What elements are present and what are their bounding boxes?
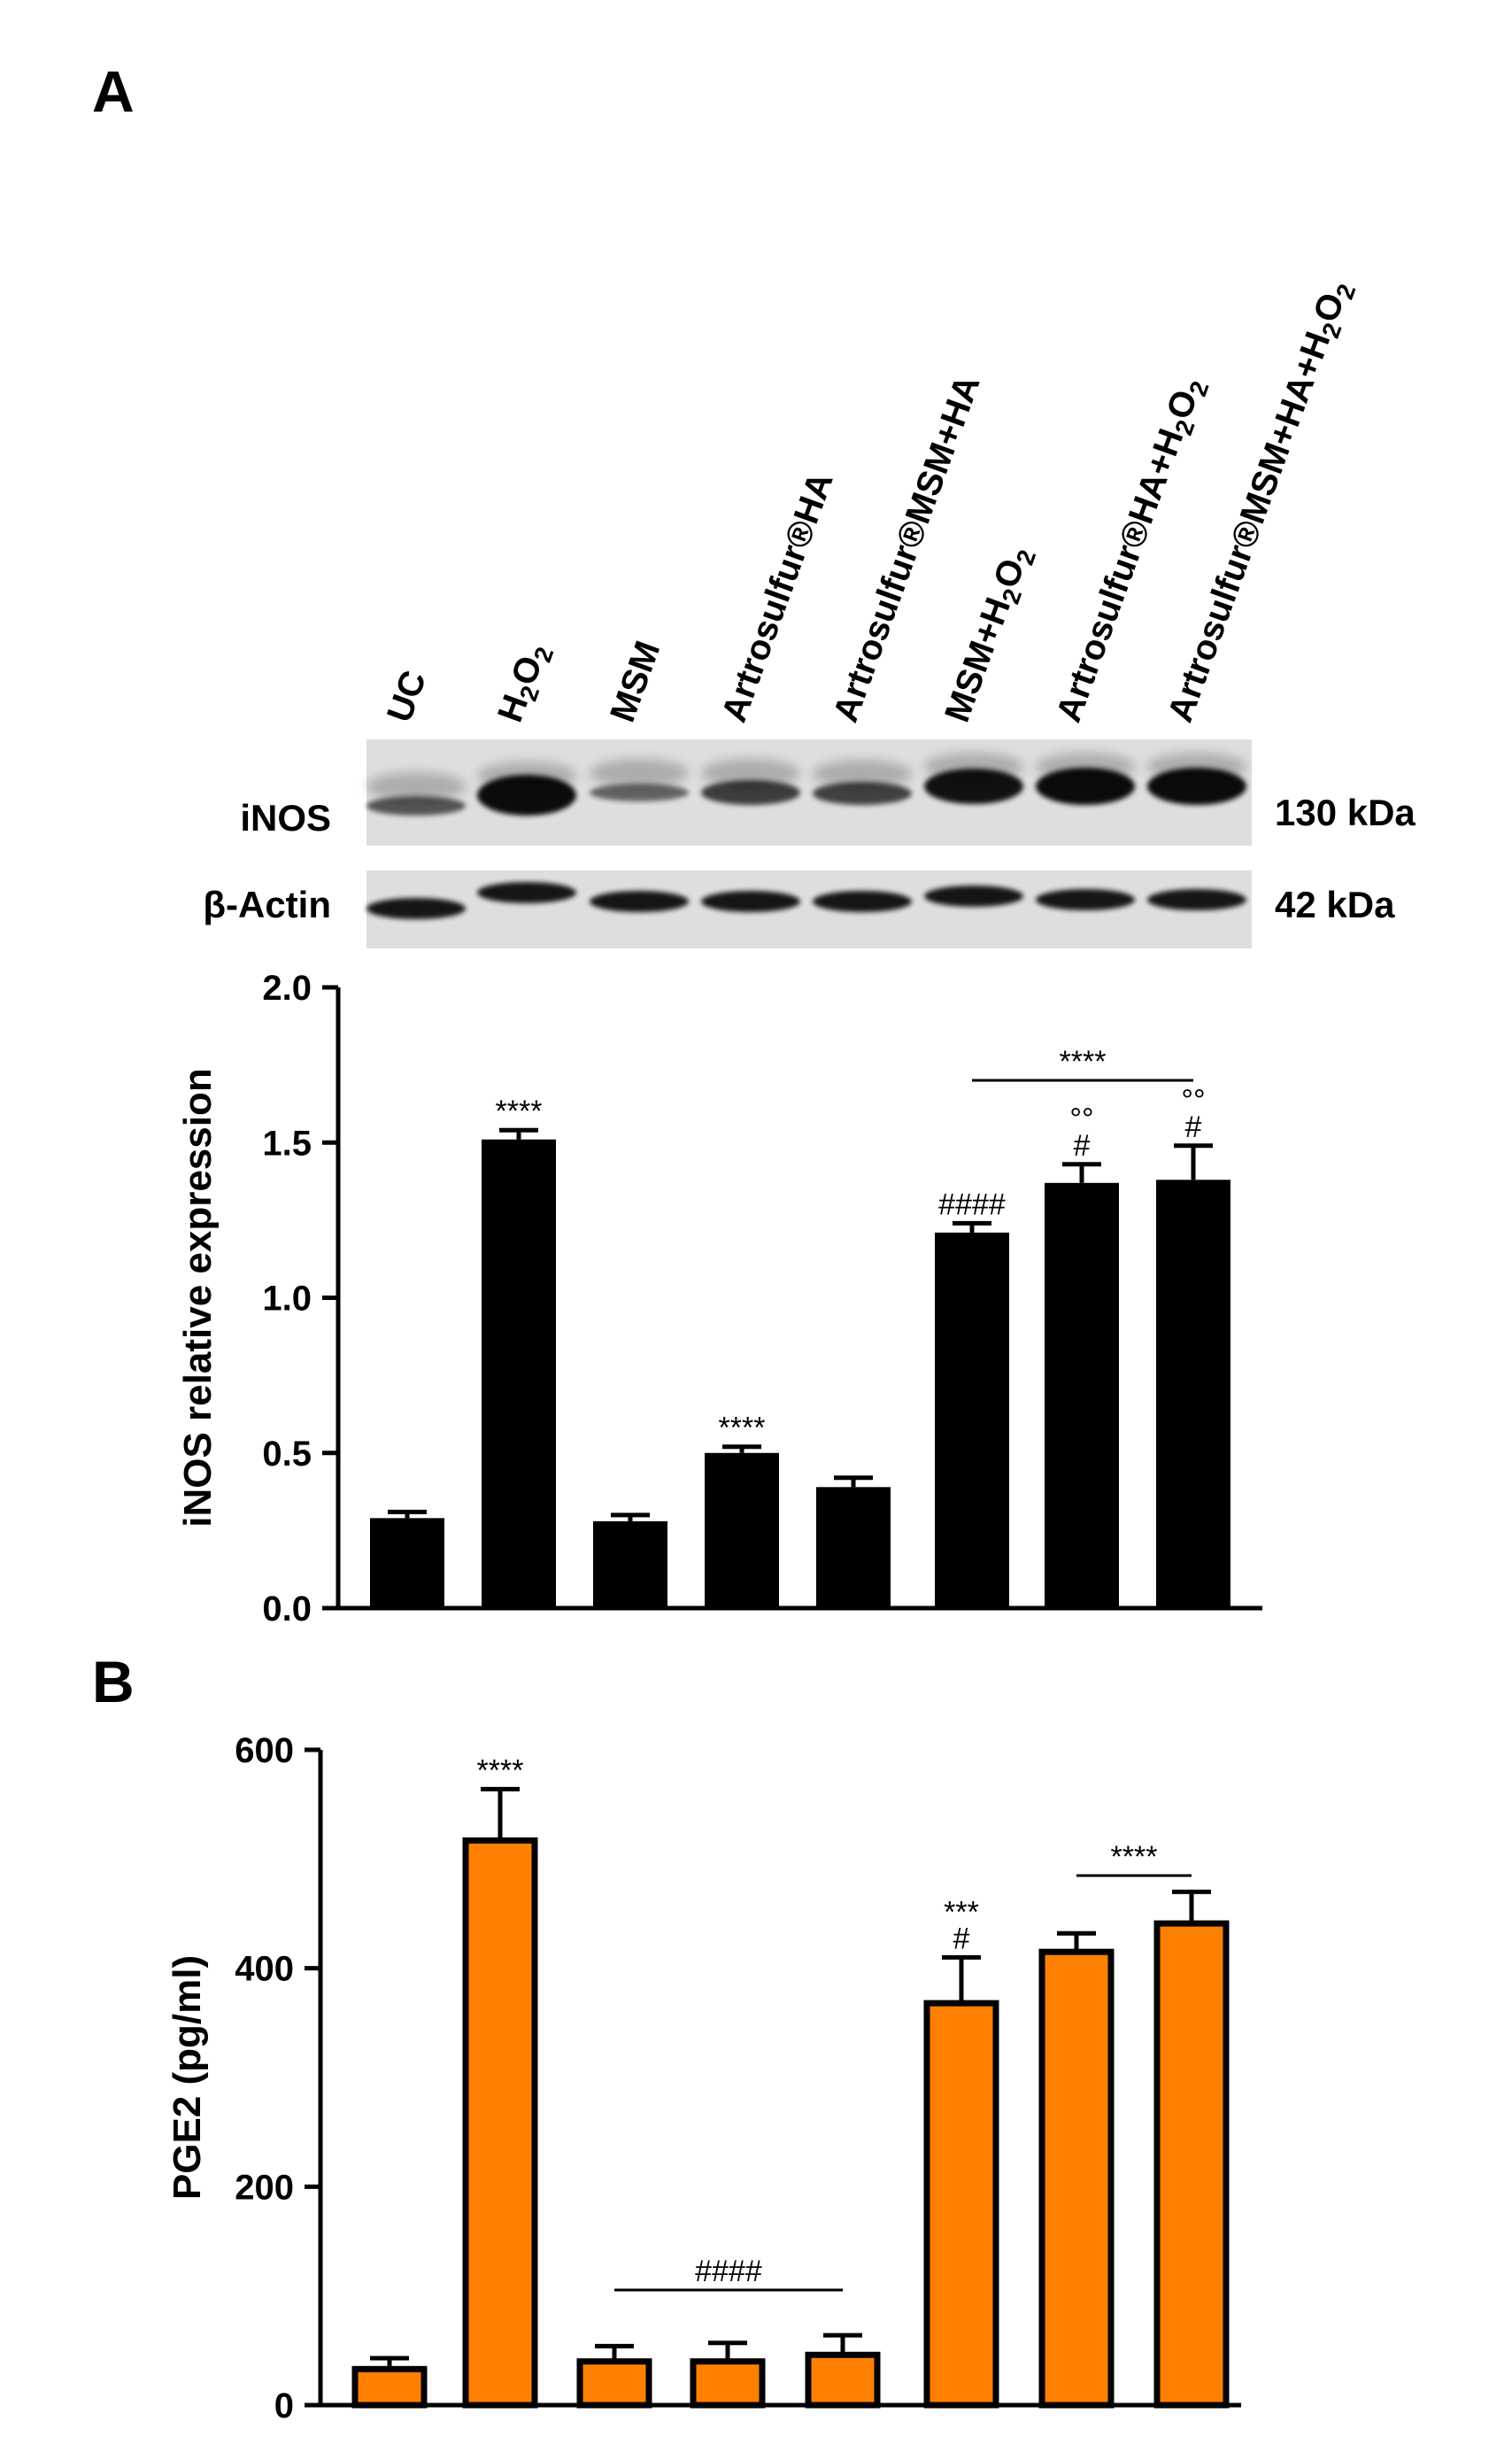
actin-band [477,882,576,903]
significance-marker: # [1185,1110,1202,1144]
blot-actin-membrane [366,870,1252,948]
y-tick-label: 200 [235,2168,294,2207]
y-axis-title: iNOS relative expression [176,1068,220,1527]
inos-band-smear [590,759,689,787]
bar [576,2358,652,2409]
y-axis-title: PGE2 (pg/ml) [166,1955,209,2200]
blot-actin: β-Actin 42 kDa [203,870,1395,948]
bar [1156,1180,1230,1608]
panel-b-letter: B [92,1649,135,1714]
actin-band [366,898,466,919]
y-tick-label: 0 [274,2387,294,2425]
lane-label-text: UC [380,666,434,727]
inos-band-smear [366,772,466,801]
y-tick-label: 600 [235,1731,294,1770]
actin-band [1147,889,1246,910]
inos-band [1147,768,1246,805]
significance-bracket-label: **** [1111,1840,1158,1874]
panel-a-letter: A [92,58,135,124]
significance-marker: **** [719,1412,766,1445]
y-tick-label: 1.0 [262,1280,312,1319]
blot-inos: iNOS 130 kDa [240,739,1416,846]
bar [705,1452,779,1608]
lane-label-text: Artrosulfur®HA+H [1049,424,1192,727]
lane-labels: UC H2O2 MSM Artrosulfur®HA Artrosulfur®MSM+H… [380,275,1361,729]
inos-band [590,784,689,801]
inos-band [477,775,576,816]
significance-marker: **** [477,1753,524,1787]
y-tick-label: 0.0 [262,1590,312,1629]
lane-label: UC [380,666,434,727]
bar [805,2351,881,2409]
significance-marker: °° [1181,1084,1205,1118]
bar [690,2358,766,2409]
blot-inos-size: 130 kDa [1275,792,1416,833]
actin-band [924,886,1023,907]
bar [462,1837,538,2409]
bar [482,1139,556,1608]
lane-label: H2O2 [490,638,559,728]
inos-bands [366,753,1246,816]
inos-band [813,782,912,805]
y-tick-label: 2.0 [262,969,312,1008]
significance-marker: *** [944,1895,979,1929]
bar [1153,1920,1230,2409]
bar [351,2365,428,2409]
lane-label: MSM [603,636,667,727]
actin-band [701,891,800,912]
blot-actin-size: 42 kDa [1275,884,1395,925]
chart-inos: 0.0 0.5 1.0 1.5 2.0 iNOS relative expression *… [176,969,1262,1629]
bar [1045,1182,1119,1608]
bar [816,1487,891,1608]
blot-inos-label: iNOS [240,797,331,839]
lane-label-text: MSM+H [937,592,1018,727]
inos-band [701,780,800,805]
inos-band [366,796,466,816]
y-tick-label: 0.5 [262,1435,312,1474]
significance-marker: # [953,1922,970,1955]
blot-actin-label: β-Actin [203,884,331,925]
lane-label: Artrosulfur®MSM+HA+H2O2 [1161,275,1361,728]
inos-band-smear [701,759,800,787]
lane-label-text: Artrosulfur®HA [714,468,841,727]
lane-label-text: MSM [603,636,667,727]
actin-band [813,891,912,912]
significance-marker: °° [1069,1102,1093,1136]
bar [1038,1948,1115,2409]
inos-band [924,769,1023,804]
significance-bracket-label: #### [695,2255,762,2288]
bar [923,2000,999,2409]
actin-band [1036,889,1135,910]
bar [370,1518,444,1608]
y-tick-label: 1.5 [262,1124,312,1163]
lane-label: Artrosulfur®HA [714,468,841,727]
actin-band [590,891,689,912]
significance-marker: **** [496,1095,543,1128]
actin-bands [366,882,1246,919]
significance-marker: #### [938,1188,1006,1221]
lane-label: MSM+H2O2 [937,541,1041,729]
inos-band [1036,768,1135,805]
inos-band-smear [813,760,912,788]
bar [593,1520,667,1608]
significance-marker: # [1074,1129,1091,1163]
bar [935,1232,1009,1608]
y-tick-label: 400 [235,1950,294,1989]
significance-bracket-label: **** [1060,1045,1107,1079]
